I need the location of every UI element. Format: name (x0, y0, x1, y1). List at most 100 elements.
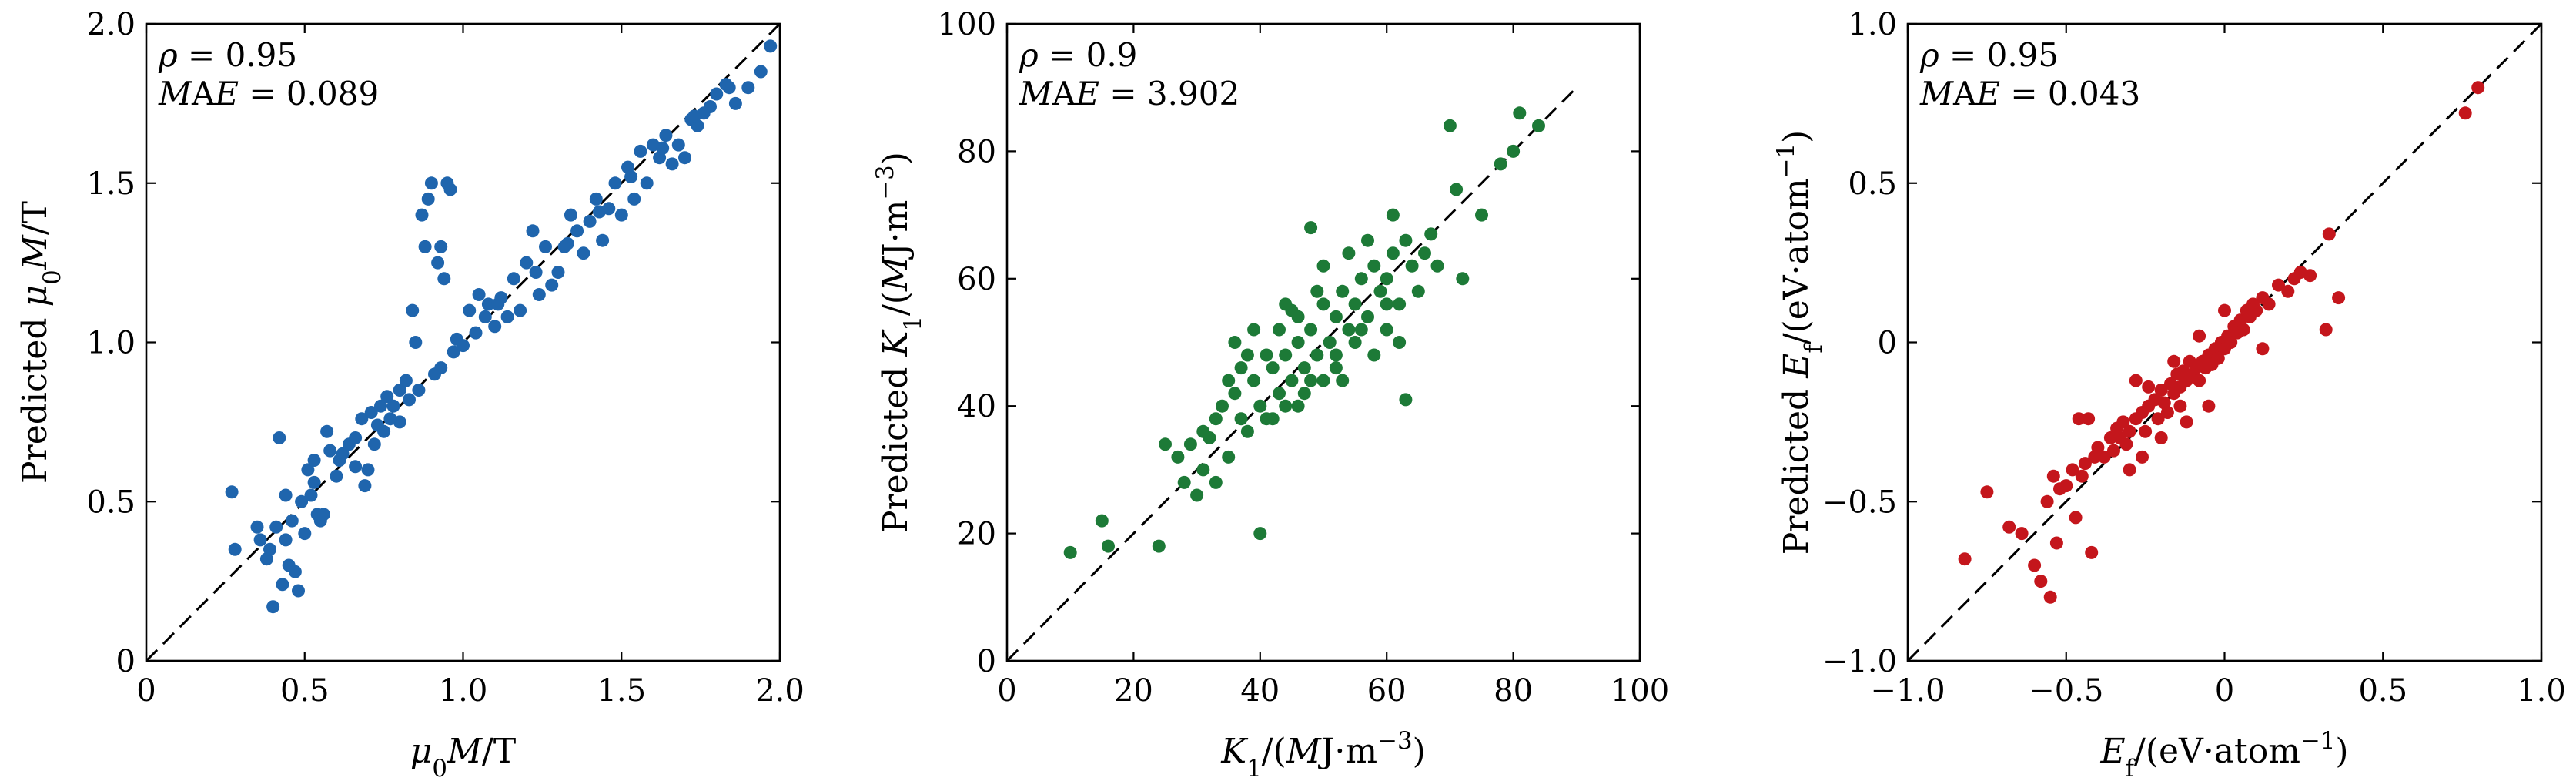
scatter-point (292, 584, 305, 598)
x-tick-label: 40 (1240, 673, 1280, 709)
scatter-point (1310, 348, 1324, 362)
scatter-point (1266, 361, 1280, 375)
scatter-point (361, 463, 375, 477)
scatter-point (1367, 259, 1381, 273)
scatter-point (2072, 412, 2086, 426)
scatter-point (2471, 81, 2485, 95)
scatter-point (1102, 539, 1115, 553)
scatter-point (1348, 336, 1362, 349)
scatter-point (2256, 342, 2270, 356)
scatter-point (2119, 437, 2133, 451)
scatter-point (640, 176, 654, 190)
scatter-point (570, 224, 584, 238)
scatter-point (424, 176, 438, 190)
scatter-point (754, 65, 768, 79)
scatter-point (526, 224, 540, 238)
scatter-point (627, 192, 641, 206)
scatter-point (1494, 157, 1507, 171)
scatter-point (2066, 463, 2079, 477)
identity-line (1906, 22, 2543, 662)
scatter-point (330, 469, 343, 483)
scatter-point (431, 256, 445, 270)
scatter-point (1260, 348, 1273, 362)
scatter-point (307, 454, 321, 467)
x-axis-label: μ0M/T (410, 732, 516, 781)
scatter-point (374, 399, 387, 413)
scatter-point (253, 533, 267, 547)
scatter-point (1329, 348, 1343, 362)
scatter-point (764, 39, 778, 53)
scatter-point (2129, 374, 2143, 387)
y-tick-label: 20 (957, 517, 996, 552)
scatter-point (418, 240, 432, 253)
scatter-point (2043, 590, 2057, 604)
scatter-point (2167, 354, 2181, 368)
scatter-point (1532, 119, 1545, 132)
scatter-point (671, 138, 685, 152)
scatter-point (545, 278, 559, 292)
panel-anisotropy: 0 20 40 60 80 100 0 20 40 60 80 100 K1/(MJ·m−3) Predi… (871, 7, 1669, 781)
scatter-point (520, 256, 534, 270)
scatter-point (1209, 412, 1223, 426)
scatter-point (307, 475, 321, 489)
scatter-point (1234, 361, 1248, 375)
scatter-point (2136, 450, 2149, 464)
x-tick-label: −0.5 (2029, 673, 2103, 709)
scatter-point (491, 297, 505, 311)
scatter-point (1279, 297, 1293, 311)
scatter-point (2458, 106, 2472, 120)
y-axis-label: Predicted K1/(MJ·m−3) (871, 152, 927, 533)
scatter-point (481, 297, 495, 311)
scatter-point (2224, 336, 2238, 349)
y-tick-label: 1.5 (86, 166, 135, 202)
scatter-point (2059, 479, 2073, 493)
scatter-point (2028, 558, 2042, 572)
scatter-point (2193, 374, 2206, 387)
scatter-point (266, 600, 280, 614)
scatter-point (472, 288, 486, 301)
scatter-point (2218, 303, 2231, 317)
scatter-point (412, 384, 426, 397)
scatter-point (415, 208, 429, 222)
scatter-point (1380, 297, 1393, 311)
scatter-point (634, 144, 647, 158)
scatter-point (434, 240, 448, 253)
scatter-point (1228, 387, 1242, 401)
scatter-point (1209, 475, 1223, 489)
scatter-point (1456, 272, 1470, 286)
scatter-point (276, 578, 289, 592)
y-tick-label: 1.0 (1848, 7, 1897, 42)
scatter-point (269, 520, 283, 534)
correlation-label: ρ = 0.95 (1919, 36, 2059, 74)
scatter-point (2034, 575, 2048, 588)
scatter-point (1285, 374, 1299, 387)
x-tick-label: 0.5 (2358, 673, 2407, 709)
scatter-point (507, 272, 520, 286)
scatter-point (2075, 469, 2089, 483)
y-tick-label: 100 (938, 7, 996, 42)
scatter-point (560, 236, 574, 250)
scatter-point (403, 393, 416, 407)
scatter-point (1316, 374, 1330, 387)
scatter-point (1247, 374, 1261, 387)
scatter-point (1291, 399, 1305, 413)
scatter-point (1177, 475, 1191, 489)
x-axis-label: K1/(MJ·m−3) (1220, 727, 1425, 781)
scatter-point (665, 157, 679, 171)
scatter-point (273, 431, 286, 444)
scatter-point (1196, 424, 1210, 438)
scatter-point (1279, 399, 1293, 413)
scatter-point (1152, 539, 1166, 553)
x-tick-label: 0 (2215, 673, 2234, 709)
x-tick-label: 0 (136, 673, 156, 709)
scatter-point (2250, 303, 2263, 317)
x-tick-label: 2.0 (755, 673, 805, 709)
scatter-point (624, 170, 638, 183)
scatter-point (2281, 284, 2295, 298)
scatter-point (2262, 297, 2276, 311)
y-tick-label: 80 (957, 134, 996, 169)
x-tick-label: 100 (1611, 673, 1669, 709)
scatter-point (596, 233, 610, 247)
scatter-point (659, 129, 673, 142)
scatter-point (399, 374, 413, 387)
